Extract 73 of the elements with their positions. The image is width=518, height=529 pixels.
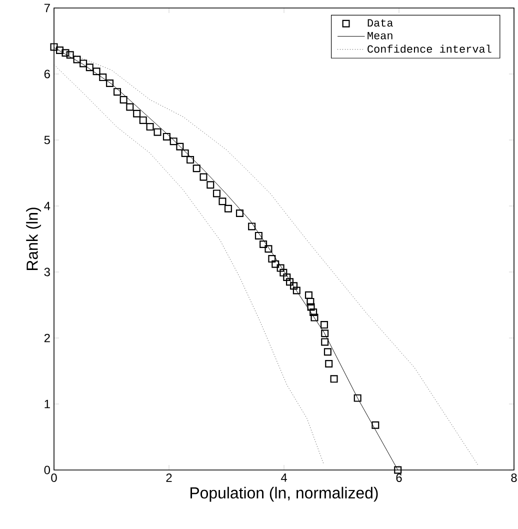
point xyxy=(206,181,214,189)
y-tick-label: 7 xyxy=(44,4,50,12)
point xyxy=(236,210,244,218)
point xyxy=(114,88,121,96)
y-tick-label: 4 xyxy=(44,202,50,210)
legend-label: Data xyxy=(368,19,393,27)
y-tick-label: 3 xyxy=(44,268,50,276)
point xyxy=(372,421,380,429)
y-tick-label: 0 xyxy=(44,466,50,474)
point xyxy=(304,291,312,299)
x-tick-label: 8 xyxy=(511,474,517,482)
point xyxy=(307,303,315,311)
point xyxy=(99,74,107,82)
point xyxy=(264,245,272,253)
point xyxy=(80,60,88,68)
x-tick-label: 0 xyxy=(51,474,57,482)
y-tick-label: 1 xyxy=(44,400,50,408)
point xyxy=(272,260,280,268)
x-tick-label: 2 xyxy=(166,474,172,482)
point xyxy=(286,278,294,286)
x-tick-label: 6 xyxy=(396,474,402,482)
point xyxy=(290,282,298,290)
point xyxy=(248,222,256,230)
point xyxy=(50,43,58,51)
point xyxy=(86,64,94,72)
point xyxy=(283,274,291,282)
point xyxy=(62,49,70,57)
point xyxy=(92,68,100,76)
point xyxy=(139,116,147,124)
point xyxy=(292,286,300,294)
point xyxy=(310,308,318,316)
point xyxy=(154,128,162,136)
legend-label: Mean xyxy=(368,32,392,40)
point xyxy=(170,138,178,146)
point xyxy=(162,132,170,140)
point xyxy=(146,123,154,131)
point xyxy=(66,51,74,59)
point xyxy=(354,394,362,402)
point xyxy=(181,149,189,157)
point xyxy=(73,56,81,64)
point xyxy=(260,240,268,248)
point xyxy=(310,314,318,322)
point xyxy=(268,255,276,263)
point xyxy=(224,204,232,212)
point xyxy=(320,321,328,329)
point xyxy=(120,96,128,104)
point xyxy=(321,338,329,346)
point xyxy=(321,330,329,338)
legend-label: Confidence interval xyxy=(368,44,492,53)
point xyxy=(330,375,338,383)
x-axis-title: Population (ln, normalized) xyxy=(190,486,378,502)
y-tick-label: 5 xyxy=(44,136,50,144)
point xyxy=(56,46,64,54)
point xyxy=(254,232,262,240)
point xyxy=(212,190,220,198)
y-axis-title: Rank (ln) xyxy=(26,208,41,270)
point xyxy=(106,79,114,87)
point xyxy=(176,142,184,150)
y-tick-label: 6 xyxy=(44,70,50,78)
y-tick-label: 2 xyxy=(44,334,50,342)
x-tick-label: 4 xyxy=(280,474,287,482)
point xyxy=(306,298,314,306)
point xyxy=(276,264,284,272)
point xyxy=(192,164,200,172)
point xyxy=(325,360,333,368)
point xyxy=(133,110,141,118)
point xyxy=(324,348,332,356)
point xyxy=(186,156,194,164)
point xyxy=(394,466,402,474)
point xyxy=(126,103,134,111)
point xyxy=(218,198,226,206)
point xyxy=(200,173,208,181)
point xyxy=(280,268,288,276)
